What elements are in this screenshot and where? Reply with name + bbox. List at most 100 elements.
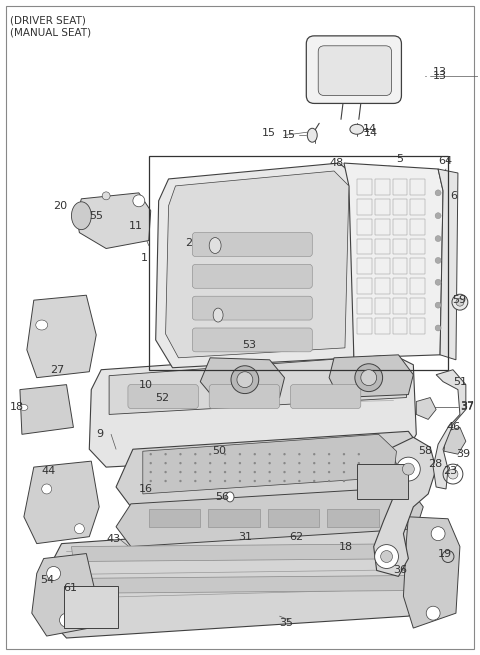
- Text: 48: 48: [329, 158, 343, 168]
- Ellipse shape: [435, 213, 441, 219]
- Ellipse shape: [298, 453, 300, 455]
- Text: 44: 44: [42, 466, 56, 476]
- Ellipse shape: [328, 462, 330, 464]
- Text: 6: 6: [450, 191, 457, 201]
- Ellipse shape: [358, 471, 360, 474]
- Text: 19: 19: [438, 548, 452, 559]
- Ellipse shape: [165, 480, 167, 482]
- Ellipse shape: [253, 471, 256, 474]
- Ellipse shape: [307, 128, 317, 142]
- Polygon shape: [438, 169, 458, 360]
- Text: 9: 9: [96, 429, 103, 440]
- Ellipse shape: [328, 471, 330, 474]
- Ellipse shape: [224, 471, 226, 474]
- Ellipse shape: [231, 365, 259, 394]
- Polygon shape: [76, 193, 151, 248]
- Ellipse shape: [47, 567, 60, 580]
- Ellipse shape: [361, 369, 377, 386]
- Ellipse shape: [165, 471, 167, 474]
- Polygon shape: [89, 350, 416, 467]
- Ellipse shape: [298, 471, 300, 474]
- Polygon shape: [416, 398, 436, 419]
- Polygon shape: [72, 544, 436, 561]
- Text: 15: 15: [282, 130, 296, 140]
- Ellipse shape: [343, 480, 345, 482]
- Ellipse shape: [133, 195, 145, 207]
- Text: 1: 1: [141, 253, 148, 263]
- Text: 27: 27: [49, 365, 64, 375]
- Ellipse shape: [224, 480, 226, 482]
- Ellipse shape: [209, 238, 221, 253]
- Ellipse shape: [448, 469, 458, 479]
- Ellipse shape: [313, 471, 315, 474]
- Ellipse shape: [179, 471, 181, 474]
- Ellipse shape: [253, 453, 256, 455]
- Text: 2: 2: [185, 238, 192, 248]
- Ellipse shape: [298, 462, 300, 464]
- Ellipse shape: [179, 462, 181, 464]
- FancyBboxPatch shape: [149, 509, 200, 527]
- Ellipse shape: [402, 463, 414, 475]
- Text: 13: 13: [433, 71, 447, 81]
- Text: (DRIVER SEAT): (DRIVER SEAT): [10, 16, 86, 26]
- Polygon shape: [200, 358, 285, 400]
- Ellipse shape: [165, 462, 167, 464]
- Text: 61: 61: [63, 584, 78, 593]
- Ellipse shape: [102, 192, 110, 200]
- FancyBboxPatch shape: [318, 46, 392, 96]
- Ellipse shape: [194, 471, 196, 474]
- Ellipse shape: [268, 462, 271, 464]
- Ellipse shape: [72, 202, 91, 230]
- FancyBboxPatch shape: [192, 296, 312, 320]
- FancyBboxPatch shape: [306, 36, 401, 103]
- Ellipse shape: [283, 453, 286, 455]
- Ellipse shape: [283, 480, 286, 482]
- Polygon shape: [156, 163, 359, 367]
- Ellipse shape: [298, 480, 300, 482]
- Ellipse shape: [239, 453, 241, 455]
- Ellipse shape: [209, 462, 211, 464]
- Text: 20: 20: [54, 201, 68, 211]
- Ellipse shape: [283, 471, 286, 474]
- Text: 51: 51: [453, 377, 467, 386]
- Polygon shape: [143, 434, 396, 494]
- Ellipse shape: [20, 405, 28, 411]
- Text: 23: 23: [443, 466, 457, 476]
- Polygon shape: [329, 355, 413, 398]
- Ellipse shape: [328, 480, 330, 482]
- FancyBboxPatch shape: [290, 384, 361, 409]
- Ellipse shape: [313, 480, 315, 482]
- Polygon shape: [20, 384, 73, 434]
- Text: 28: 28: [428, 459, 443, 469]
- Ellipse shape: [209, 453, 211, 455]
- Ellipse shape: [381, 551, 393, 563]
- Ellipse shape: [435, 302, 441, 308]
- Ellipse shape: [435, 279, 441, 286]
- Polygon shape: [166, 171, 349, 358]
- Ellipse shape: [343, 453, 345, 455]
- FancyBboxPatch shape: [327, 509, 379, 527]
- Ellipse shape: [358, 462, 360, 464]
- Text: 59: 59: [452, 295, 466, 305]
- Ellipse shape: [253, 462, 256, 464]
- Ellipse shape: [179, 453, 181, 455]
- Polygon shape: [24, 461, 99, 544]
- Ellipse shape: [435, 190, 441, 196]
- Ellipse shape: [313, 462, 315, 464]
- Polygon shape: [32, 553, 96, 636]
- Ellipse shape: [179, 480, 181, 482]
- Text: 18: 18: [339, 542, 353, 552]
- FancyBboxPatch shape: [209, 384, 279, 409]
- Ellipse shape: [358, 480, 360, 482]
- Ellipse shape: [350, 124, 364, 134]
- Text: 56: 56: [215, 492, 229, 502]
- Ellipse shape: [150, 462, 152, 464]
- Text: 62: 62: [289, 532, 303, 542]
- Ellipse shape: [237, 372, 253, 388]
- Polygon shape: [374, 438, 436, 576]
- FancyBboxPatch shape: [357, 464, 408, 499]
- Ellipse shape: [36, 320, 48, 330]
- Ellipse shape: [226, 492, 234, 502]
- Ellipse shape: [60, 613, 73, 627]
- Ellipse shape: [150, 453, 152, 455]
